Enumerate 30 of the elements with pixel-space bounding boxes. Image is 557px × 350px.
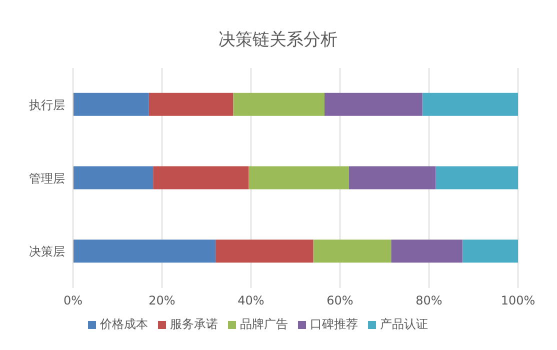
bar	[422, 92, 518, 116]
y-tick-label: 决策层	[29, 244, 65, 259]
legend-label: 服务承诺	[170, 317, 218, 331]
bar	[462, 240, 518, 263]
x-tick-label: 40%	[238, 294, 264, 308]
legend-label: 品牌广告	[240, 317, 288, 331]
bar	[73, 92, 149, 116]
x-tick-label: 60%	[326, 294, 354, 308]
bar	[215, 240, 314, 263]
legend-label: 产品认证	[380, 317, 428, 331]
x-tick-label: 20%	[148, 294, 176, 308]
bar	[248, 166, 349, 190]
bar	[348, 166, 436, 190]
bar	[436, 166, 518, 190]
bar	[153, 166, 249, 190]
bar	[391, 240, 462, 263]
chart-title: 决策链关系分析	[218, 29, 338, 52]
x-tick-label: 0%	[63, 294, 83, 308]
legend-label: 价格成本	[100, 317, 148, 331]
y-tick-label: 管理层	[29, 171, 65, 186]
bar	[148, 92, 234, 116]
x-tick-label: 100%	[500, 294, 536, 308]
x-tick-label: 80%	[416, 294, 442, 308]
bar	[313, 240, 392, 263]
y-tick-label: 执行层	[29, 98, 65, 112]
bar	[73, 240, 216, 263]
bar	[233, 92, 324, 116]
legend-label: 口碑推荐	[310, 317, 358, 331]
bar	[324, 92, 422, 116]
bar	[73, 166, 154, 190]
